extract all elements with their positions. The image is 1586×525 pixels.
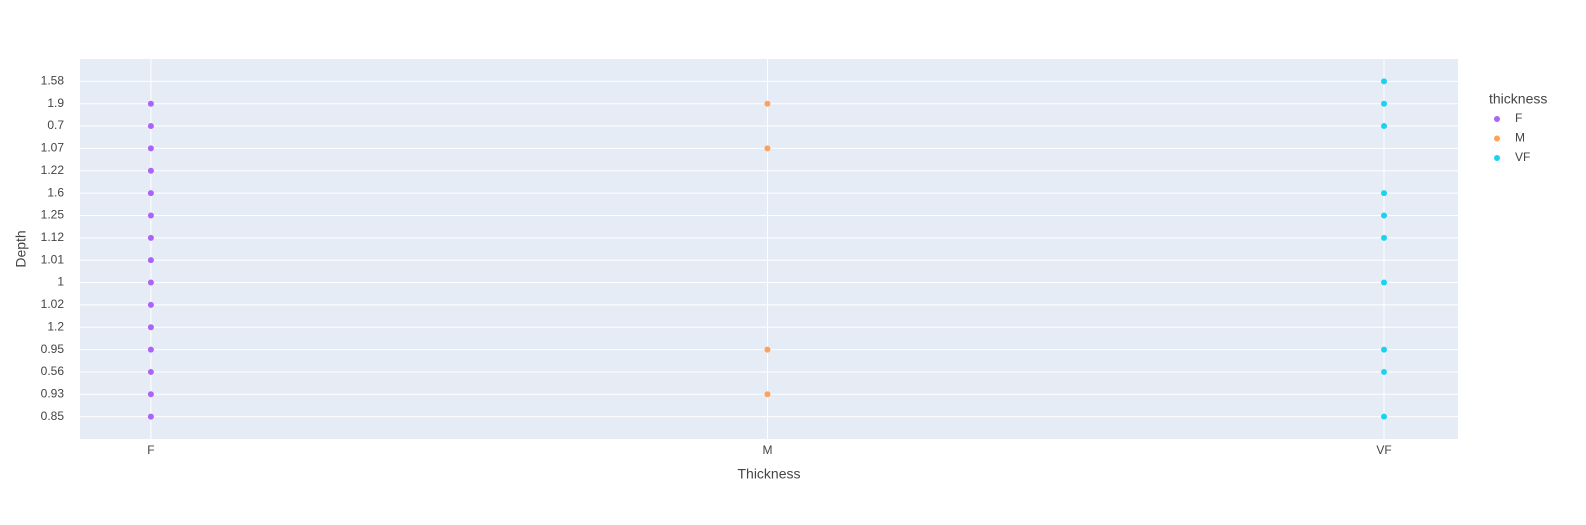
point: [147, 212, 154, 219]
point: [147, 391, 154, 398]
point: [1381, 368, 1388, 375]
point: [147, 279, 154, 286]
x-tick-label: M: [762, 443, 772, 457]
point: [764, 391, 771, 398]
y-tick-label: 1.6: [47, 185, 64, 199]
point: [764, 100, 771, 107]
x-tick-label: VF: [1376, 443, 1391, 457]
legend-marker: [1494, 155, 1500, 161]
point: [1381, 100, 1388, 107]
y-axis-title: Depth: [13, 230, 29, 267]
y-tick-label: 1.02: [41, 297, 65, 311]
legend-label: F: [1515, 111, 1522, 125]
point: [1381, 346, 1388, 353]
y-tick-label: 0.56: [41, 364, 65, 378]
y-tick-label: 0.85: [41, 409, 65, 423]
legend-label: M: [1515, 131, 1525, 145]
point: [147, 346, 154, 353]
legend-label: VF: [1515, 150, 1530, 164]
y-tick-label: 1.58: [41, 74, 65, 88]
point: [764, 145, 771, 152]
legend-title: thickness: [1489, 91, 1547, 107]
point: [147, 190, 154, 197]
legend-marker: [1494, 135, 1500, 142]
marks: [147, 78, 1388, 420]
plot-area: [80, 59, 1458, 439]
point: [147, 123, 154, 130]
point: [147, 145, 154, 152]
point: [147, 257, 154, 264]
point: [1381, 123, 1388, 130]
point: [147, 234, 154, 241]
y-tick-label: 1.01: [41, 252, 65, 266]
y-tick-label: 1.07: [41, 141, 65, 155]
point: [1381, 234, 1388, 241]
point: [147, 368, 154, 375]
point: [1381, 279, 1388, 286]
point: [1381, 413, 1388, 420]
point: [1381, 78, 1388, 85]
point: [147, 167, 154, 174]
point: [147, 100, 154, 107]
y-tick-label: 1.2: [47, 319, 64, 333]
legend-marker: [1494, 116, 1500, 122]
point: [147, 413, 154, 420]
y-tick-label: 1.9: [47, 96, 64, 110]
y-tick-label: 1.12: [41, 230, 65, 244]
y-tick-label: 1: [57, 275, 64, 289]
y-tick-label: 1.25: [41, 208, 65, 222]
point: [147, 324, 154, 331]
y-tick-label: 0.93: [41, 386, 65, 400]
y-tick-label: 0.7: [47, 118, 64, 132]
point: [1381, 190, 1388, 197]
y-tick-label: 1.22: [41, 163, 65, 177]
y-tick-label: 0.95: [41, 342, 65, 356]
point: [1381, 212, 1388, 219]
point: [764, 346, 771, 353]
x-tick-label: F: [147, 443, 154, 457]
x-axis-title: Thickness: [737, 466, 800, 482]
point: [147, 301, 154, 308]
